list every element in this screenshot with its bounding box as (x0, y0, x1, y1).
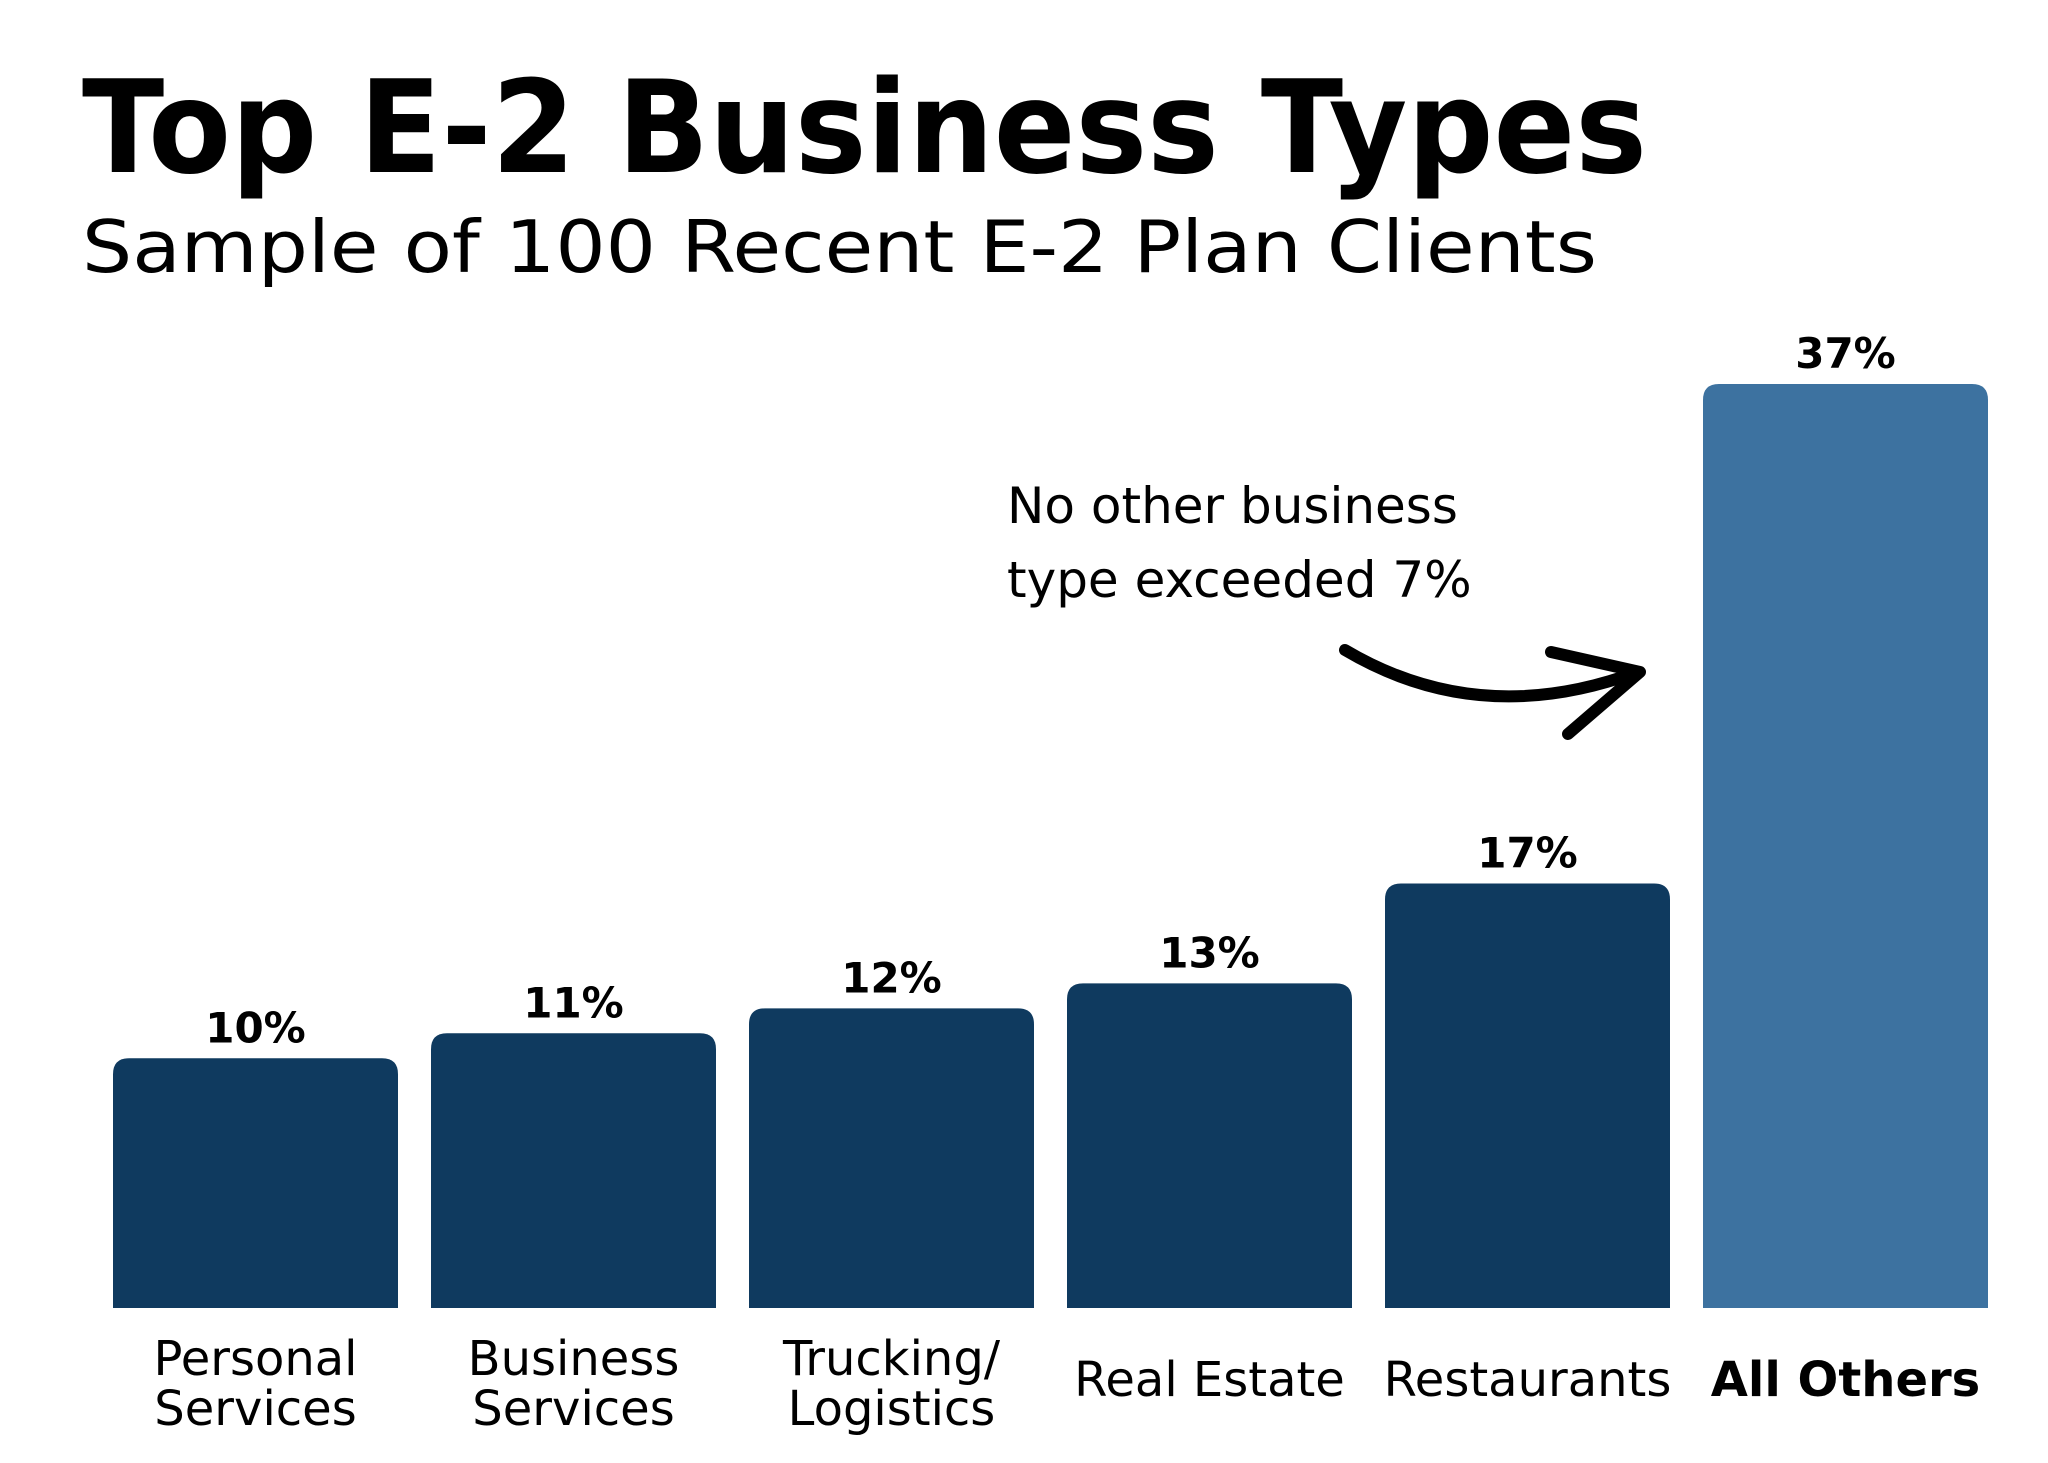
x-tick-label: All Others (1711, 1352, 1980, 1408)
bar (1067, 983, 1352, 1308)
value-label: 17% (1477, 828, 1578, 877)
x-tick-label: Services (154, 1381, 356, 1437)
value-label: 13% (1159, 928, 1260, 977)
bar (1385, 883, 1670, 1308)
x-tick-label: Restaurants (1384, 1352, 1672, 1408)
annotation: type exceeded 7% (1007, 551, 1472, 609)
x-tick-label: Business (468, 1331, 680, 1387)
value-label: 11% (523, 978, 624, 1027)
x-tick-label: Personal (153, 1331, 357, 1387)
annotation: No other business (1007, 477, 1458, 535)
bar (749, 1008, 1034, 1308)
x-tick-label: Trucking/ (782, 1331, 1001, 1387)
bar (1703, 384, 1988, 1308)
x-tick-label: Real Estate (1074, 1352, 1345, 1408)
arrow (1339, 644, 1643, 703)
chart-title: Top E-2 Business Types (82, 54, 1647, 203)
value-label: 12% (841, 953, 942, 1002)
arrow-head (1545, 646, 1646, 740)
value-label: 10% (205, 1003, 306, 1052)
value-label: 37% (1795, 329, 1896, 378)
bar (113, 1058, 398, 1308)
chart-subtitle: Sample of 100 Recent E-2 Plan Clients (82, 205, 1597, 289)
x-tick-label: Services (472, 1381, 674, 1437)
x-tick-label: Logistics (788, 1381, 996, 1437)
bar (431, 1033, 716, 1308)
